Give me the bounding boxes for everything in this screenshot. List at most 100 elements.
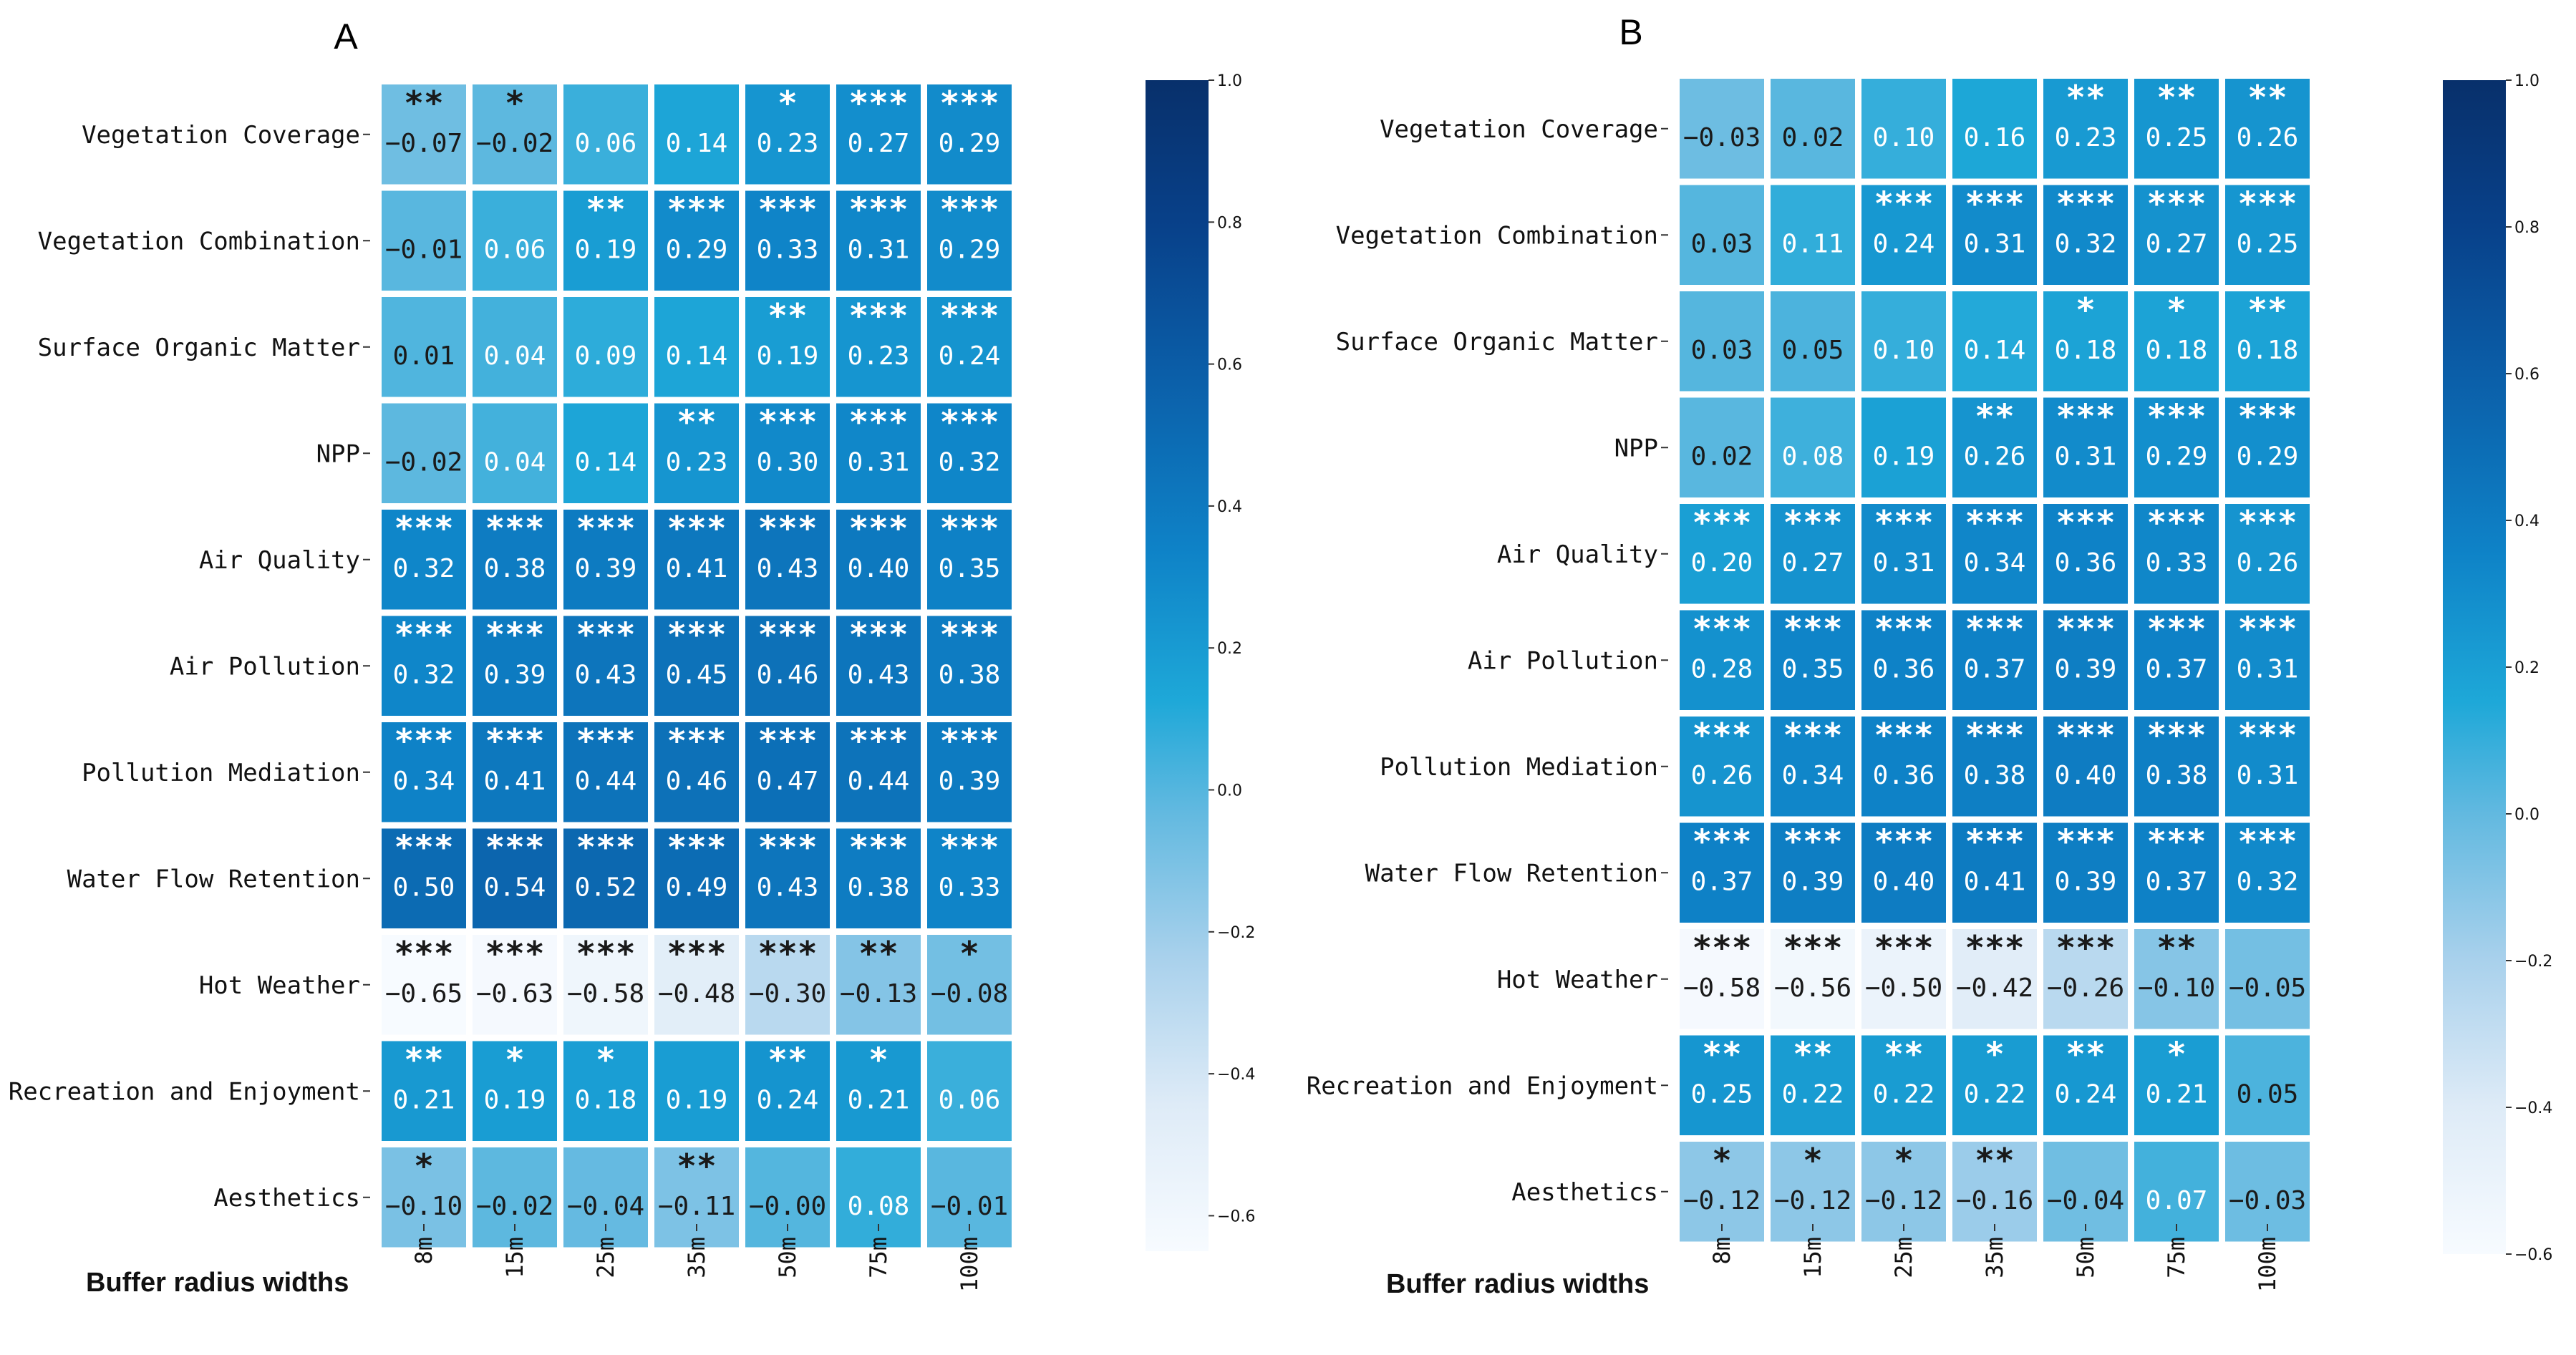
significance-stars: *** [1783, 503, 1842, 542]
cell-rect [2043, 504, 2128, 604]
cell-rect [1952, 504, 2037, 604]
cell-rect [1771, 397, 1855, 497]
cell-rect [382, 84, 466, 185]
cell-value: 0.38 [484, 554, 546, 583]
cell-value: 0.26 [1964, 442, 2026, 471]
cell-rect [1771, 504, 1855, 604]
cell-rect [745, 403, 830, 503]
cell-rect [382, 935, 466, 1035]
significance-stars: *** [757, 190, 817, 229]
cell-value: 0.03 [1691, 229, 1753, 258]
heatmap-cell: * −0.12 [1771, 1141, 1855, 1242]
cell-rect [2225, 79, 2310, 179]
cell-rect [1680, 929, 1764, 1029]
cell-value: 0.23 [757, 129, 819, 158]
heatmap-cell: ** 0.18 [2225, 291, 2310, 392]
row-label: Water Flow Retention [1365, 859, 1658, 888]
column-label: 15m [501, 1237, 528, 1278]
cell-rect [473, 510, 557, 610]
cell-value: 0.18 [2146, 336, 2208, 365]
cell-value: 0.01 [393, 341, 455, 371]
heatmap-cell: *** −0.65 [382, 934, 466, 1035]
heatmap-cell: *** 0.44 [836, 722, 921, 822]
heatmap-cell: *** 0.28 [1680, 610, 1764, 710]
cell-rect [2043, 185, 2128, 285]
row-labels-a: Vegetation Coverage Vegetation Combinatio… [9, 121, 370, 1213]
heatmap-cell: −0.03 [1680, 79, 1764, 179]
cell-rect [836, 828, 921, 928]
cell-value: 0.14 [575, 447, 637, 477]
significance-stars: *** [1783, 928, 1842, 967]
heatmap-cell: *** 0.26 [2225, 503, 2310, 604]
cell-value: 0.45 [666, 660, 728, 689]
cell-value: 0.24 [2055, 1079, 2117, 1109]
significance-stars: *** [1965, 716, 2024, 754]
cell-rect [1861, 291, 1946, 392]
cell-value: 0.39 [2055, 867, 2117, 896]
heatmap-cell: *** 0.29 [927, 190, 1012, 291]
row-label: Vegetation Coverage [1380, 115, 1658, 144]
significance-stars: *** [485, 722, 544, 760]
significance-stars: *** [939, 722, 999, 760]
cell-rect [382, 828, 466, 928]
row-label: Surface Organic Matter [38, 334, 360, 362]
significance-stars: *** [848, 828, 908, 867]
cell-rect [654, 722, 739, 822]
colorbar-tick-label: 0.4 [1217, 498, 1242, 516]
cell-value: 0.31 [1964, 229, 2026, 258]
cell-value: 0.31 [1873, 548, 1935, 578]
heatmap-cell: *** −0.30 [745, 934, 830, 1035]
heatmap-cell: 0.07 [2134, 1142, 2219, 1242]
cell-rect [473, 722, 557, 822]
cell-rect [2225, 504, 2310, 604]
heatmap-cell: *** 0.33 [2134, 503, 2219, 604]
cell-value: −0.13 [840, 979, 917, 1009]
heatmap-cell: ** 0.24 [2043, 1035, 2128, 1135]
heatmap-cell: * 0.18 [2134, 291, 2219, 392]
heatmap-cell: *** 0.39 [1771, 822, 1855, 923]
heatmap-cell: * 0.18 [563, 1041, 648, 1141]
cell-rect [2134, 610, 2219, 710]
row-label: Aesthetics [1511, 1178, 1658, 1207]
cell-value: −0.26 [2047, 973, 2124, 1003]
colorbar-tick-label: 0.2 [1217, 640, 1242, 658]
row-label: Vegetation Coverage [82, 121, 360, 150]
heatmap-cell: *** 0.29 [2134, 397, 2219, 497]
significance-stars: *** [2146, 397, 2206, 436]
cell-rect [1952, 291, 2037, 392]
significance-stars: *** [1874, 185, 1933, 223]
cell-rect [654, 403, 739, 503]
significance-stars: * [868, 1041, 888, 1079]
cell-rect [2225, 610, 2310, 710]
cell-value: −0.12 [1683, 1186, 1761, 1215]
significance-stars: * [778, 84, 798, 122]
cell-rect [1952, 929, 2037, 1029]
cell-rect [1861, 185, 1946, 285]
cell-rect [2225, 291, 2310, 392]
heatmap-cell: *** 0.40 [1861, 822, 1946, 923]
significance-stars: * [959, 934, 979, 973]
cell-rect [382, 1041, 466, 1141]
significance-stars: *** [939, 828, 999, 867]
cell-rect [2225, 1035, 2310, 1135]
row-label: Pollution Mediation [1380, 753, 1658, 782]
heatmap-cell: 0.03 [1680, 185, 1764, 285]
heatmap-cell: *** 0.36 [1861, 610, 1946, 710]
significance-stars: *** [939, 190, 999, 229]
significance-stars: *** [394, 509, 453, 548]
heatmap-cell: ** 0.22 [1861, 1035, 1946, 1135]
cell-value: 0.04 [484, 341, 546, 371]
heatmap-cell: *** 0.44 [563, 722, 648, 822]
significance-stars: *** [1783, 610, 1842, 649]
significance-stars: *** [939, 403, 999, 442]
cell-value: 0.19 [484, 1085, 546, 1114]
significance-stars: *** [757, 403, 817, 442]
significance-stars: ** [404, 1041, 443, 1079]
cell-rect [382, 190, 466, 291]
heatmap-cell: ** 0.24 [745, 1041, 830, 1141]
significance-stars: *** [576, 722, 635, 760]
cell-rect [1680, 610, 1764, 710]
heatmap-cell: *** 0.27 [836, 84, 921, 185]
heatmap-cell: ** 0.25 [1680, 1035, 1764, 1135]
heatmap-cell: *** 0.37 [2134, 610, 2219, 710]
